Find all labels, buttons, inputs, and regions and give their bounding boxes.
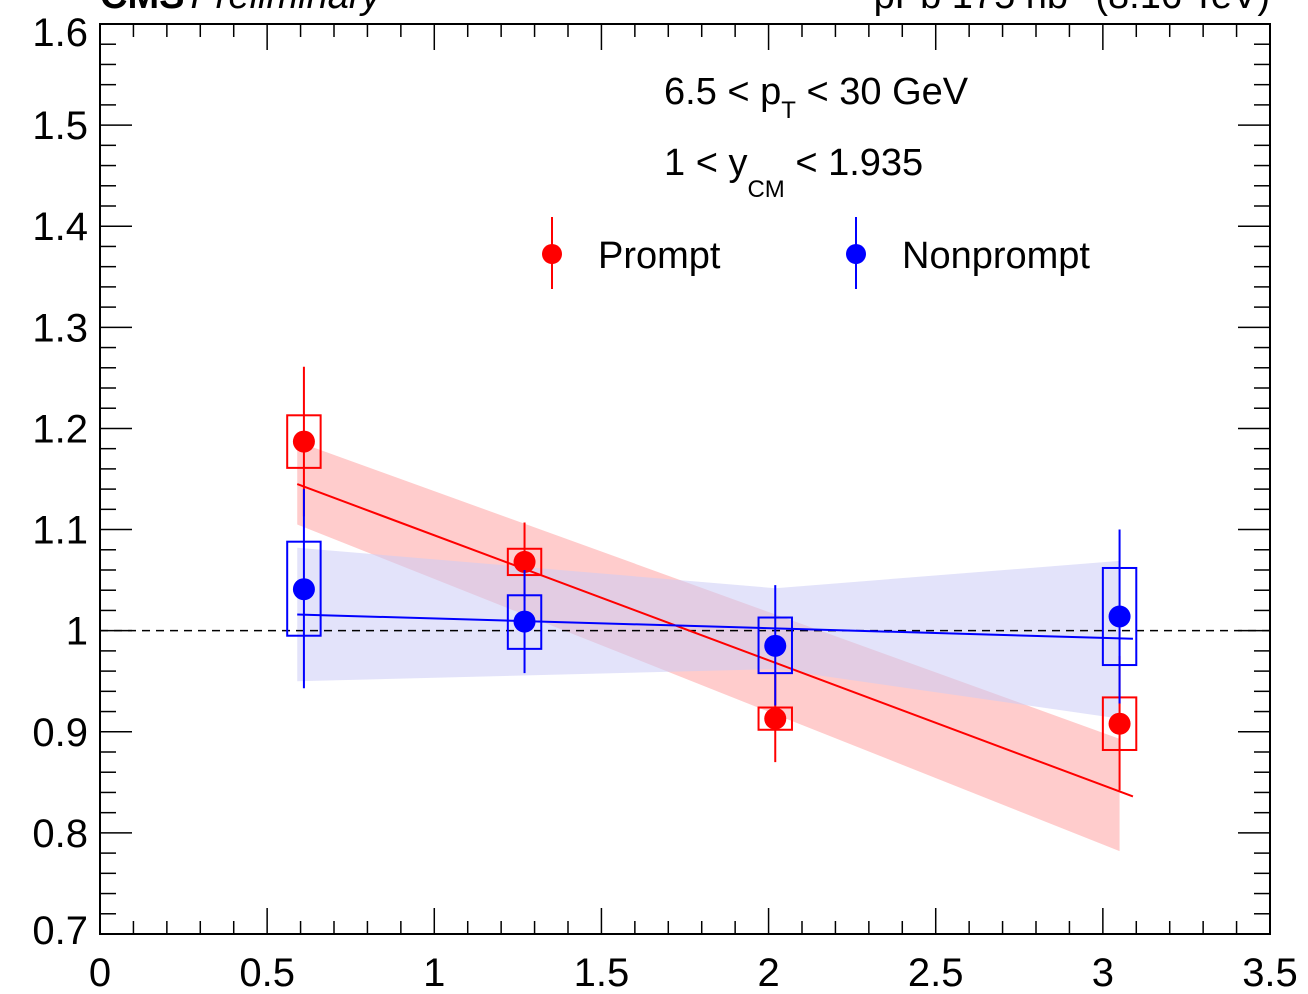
plot-frame [99,23,1271,935]
point-nonprompt-0 [292,578,315,601]
legend-label-prompt: Prompt [598,235,721,277]
point-prompt-3 [1108,712,1131,735]
y-tick-label: 0.9 [32,711,88,755]
header-left: CMS Preliminary [100,0,382,17]
y-tick-label: 1.5 [32,104,88,148]
fit-lines [296,483,1134,798]
annotation-pt-range: 6.5 < pT < 30 GeV [664,71,969,124]
legend-label-nonprompt: Nonprompt [902,235,1090,277]
annotation-y-suffix: < 1.935 [785,142,923,184]
point-group-nonprompt-1 [506,570,543,674]
y-tick-label: 0.7 [32,909,88,953]
status-label: Preliminary [190,0,382,17]
x-tick-labels: 0 0.5 1 1.5 2 2.5 3 3.5 [89,951,1298,994]
sys-box-nonprompt-0 [286,540,322,637]
sys-box-prompt-0 [286,414,322,469]
y-tick-label: 1.3 [32,306,88,350]
sys-box-nonprompt-1 [506,594,543,650]
y-tick-label: 1.6 [32,11,88,55]
fit-line-prompt [296,483,1134,798]
point-group-nonprompt-2 [757,585,793,706]
legend-marker-nonprompt [846,244,866,264]
annotation-y-prefix: 1 < y [664,142,747,184]
x-tick-label: 3.5 [1242,951,1298,994]
legend: Prompt Nonprompt [542,217,1090,289]
uncertainty-bands [297,441,1120,852]
lumi-label: pPb 175 nb [874,0,1068,17]
annotation-pt-prefix: 6.5 < p [664,71,781,113]
legend-entry-nonprompt: Nonprompt [846,217,1090,289]
x-tick-label: 0.5 [239,951,295,994]
y-tick-label: 1 [66,610,88,654]
point-nonprompt-3 [1108,605,1131,628]
x-tick-label: 3 [1092,951,1114,994]
sys-box-nonprompt-2 [757,616,793,675]
legend-entry-prompt: Prompt [542,217,721,289]
x-tick-label: 1 [423,951,445,994]
x-tick-label: 2 [757,951,779,994]
y-tick-label: 1.2 [32,407,88,451]
point-prompt-2 [764,707,787,730]
x-tick-label: 0 [89,951,111,994]
x-tick-label: 1.5 [574,951,630,994]
sys-box-nonprompt-3 [1101,566,1138,667]
annotation-y-subscript: CM [747,176,784,203]
y-tick-labels: 0.7 0.8 0.9 1 1.1 1.2 1.3 1.4 1.5 1.6 [32,11,88,953]
data-points [286,366,1138,791]
x-tick-label: 2.5 [908,951,964,994]
energy-label: (8.16 TeV) [1095,0,1270,17]
y-tick-label: 0.8 [32,812,88,856]
point-prompt-0 [292,430,315,453]
point-nonprompt-2 [764,634,787,657]
header-right: pPb 175 nb-1(8.16 TeV) [874,0,1270,17]
annotation-pt-suffix: < 30 GeV [796,71,969,113]
point-group-nonprompt-0 [286,489,322,689]
annotation-y-range: 1 < yCM < 1.935 [664,142,923,203]
experiment-label: CMS [100,0,184,17]
point-prompt-1 [513,550,536,573]
y-tick-label: 1.4 [32,205,88,249]
point-group-nonprompt-3 [1101,529,1138,704]
legend-marker-prompt [542,244,562,264]
fit-line-nonprompt [297,613,1133,640]
point-nonprompt-1 [513,610,536,633]
axis-ticks [99,23,1271,935]
sys-box-prompt-2 [757,706,793,731]
band-nonprompt [297,547,1120,719]
y-tick-label: 1.1 [32,509,88,553]
annotation-pt-subscript: T [781,97,796,124]
